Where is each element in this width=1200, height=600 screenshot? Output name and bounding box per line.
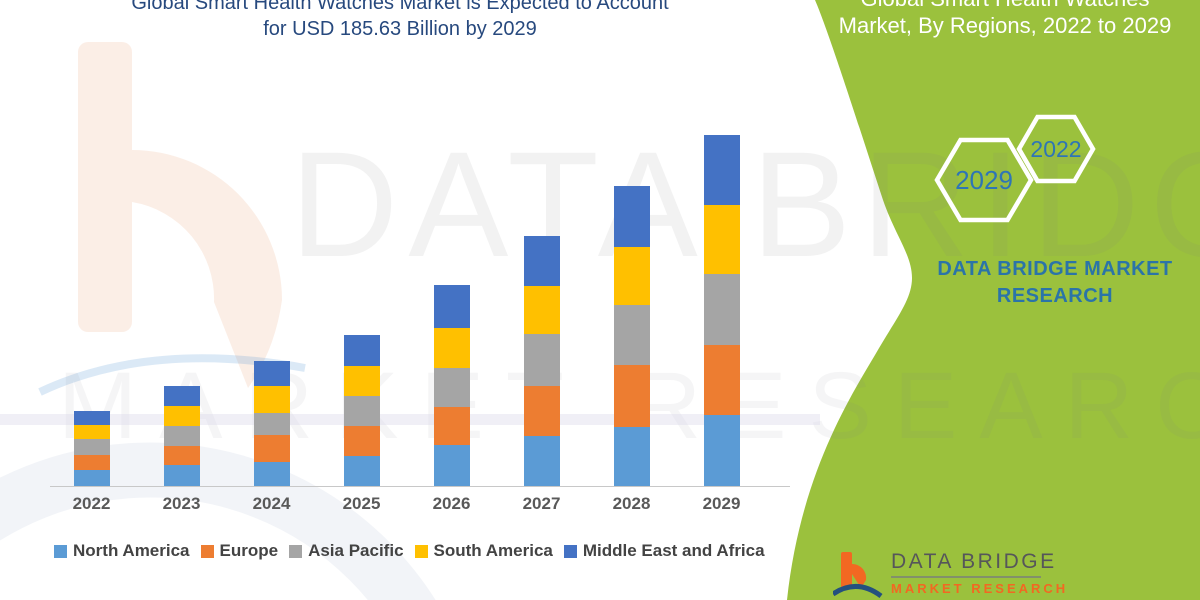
legend-swatch-icon <box>54 544 67 558</box>
legend-item-south-america: South America <box>414 541 553 561</box>
stacked-bar-2026 <box>433 285 470 486</box>
segment-asia-pacific <box>163 426 200 447</box>
legend-swatch-icon <box>200 544 214 558</box>
segment-middle-east-and-africa <box>433 285 470 328</box>
footer-logo-text: DATA BRIDGE MARKET RESEARCH <box>891 550 1068 596</box>
stacked-bar-2029 <box>703 134 740 486</box>
segment-middle-east-and-africa <box>343 334 380 367</box>
stacked-bar-2027 <box>523 235 560 486</box>
segment-south-america <box>163 406 200 427</box>
chart-title: Global Smart Health Watches Market is Ex… <box>0 0 800 42</box>
footer-logo-name: DATA BRIDGE <box>891 550 1057 573</box>
watermark-band <box>0 414 820 425</box>
segment-south-america <box>253 386 290 413</box>
segment-europe <box>163 446 200 466</box>
stacked-bar-2028 <box>613 186 650 486</box>
segment-europe <box>253 435 290 462</box>
x-axis-label-2027: 2027 <box>522 494 561 513</box>
segment-asia-pacific <box>253 412 290 436</box>
chart-title-line2: for USD 185.63 Billion by 2029 <box>263 18 537 40</box>
segment-south-america <box>433 327 470 368</box>
segment-middle-east-and-africa <box>523 235 560 287</box>
x-axis-label-2028: 2028 <box>612 494 651 513</box>
segment-north-america <box>703 414 740 486</box>
footer-logo: DATA BRIDGE MARKET RESEARCH <box>833 550 1068 600</box>
legend-item-north-america: North America <box>54 541 190 561</box>
segment-middle-east-and-africa <box>613 186 650 247</box>
segment-north-america <box>343 455 380 486</box>
segment-middle-east-and-africa <box>163 386 200 406</box>
segment-middle-east-and-africa <box>703 134 740 205</box>
segment-asia-pacific <box>73 438 110 455</box>
legend-label: Europe <box>219 541 279 560</box>
x-axis-label-2022: 2022 <box>72 494 111 513</box>
legend-swatch-icon <box>563 544 577 558</box>
segment-europe <box>523 386 560 437</box>
segment-asia-pacific <box>343 395 380 426</box>
segment-north-america <box>523 436 560 486</box>
segment-north-america <box>73 469 110 486</box>
segment-asia-pacific <box>703 273 740 345</box>
segment-middle-east-and-africa <box>73 410 110 425</box>
panel-heading: Global Smart Health Watches Market, By R… <box>810 0 1200 39</box>
segment-south-america <box>703 204 740 274</box>
x-axis-label-2023: 2023 <box>162 494 201 513</box>
stacked-bar-2025 <box>343 334 380 486</box>
panel-brand-line1: DATA BRIDGE MARKET <box>937 258 1173 280</box>
segment-south-america <box>523 286 560 335</box>
data-bridge-logo-icon <box>833 552 883 599</box>
stacked-bar-2023 <box>163 386 200 486</box>
segment-europe <box>703 344 740 415</box>
panel-heading-line2: Market, By Regions, 2022 to 2029 <box>838 13 1172 38</box>
plot-area: 2022 2023 2024 2025 2026 2027 2028 2029 <box>72 134 741 513</box>
legend-label: Middle East and Africa <box>582 541 765 560</box>
segment-europe <box>343 425 380 456</box>
panel-brand-text: DATA BRIDGE MARKET RESEARCH <box>900 256 1200 310</box>
x-axis-label-2026: 2026 <box>432 494 471 513</box>
hexagon-2022-label: 2022 <box>1030 136 1081 162</box>
hexagon-2029-label: 2029 <box>955 165 1013 195</box>
legend-item-europe: Europe <box>200 541 279 561</box>
segment-south-america <box>343 366 380 396</box>
segment-south-america <box>73 424 110 439</box>
legend-label: Asia Pacific <box>308 541 404 560</box>
segment-asia-pacific <box>613 305 650 365</box>
legend-item-middle-east-and-africa: Middle East and Africa <box>563 541 765 561</box>
x-axis-label-2024: 2024 <box>252 494 291 513</box>
footer-logo-rule <box>891 576 1041 578</box>
legend-swatch-icon <box>289 544 303 558</box>
segment-asia-pacific <box>433 367 470 407</box>
segment-europe <box>73 454 110 470</box>
stacked-bar-2022 <box>73 410 110 486</box>
segment-europe <box>613 364 650 427</box>
legend-item-asia-pacific: Asia Pacific <box>289 541 404 561</box>
panel-brand-line2: RESEARCH <box>996 285 1114 307</box>
segment-north-america <box>253 461 290 486</box>
legend-swatch-icon <box>414 544 428 558</box>
segment-south-america <box>613 246 650 305</box>
chart-title-line1: Global Smart Health Watches Market is Ex… <box>131 0 669 14</box>
x-axis-label-2029: 2029 <box>702 494 741 513</box>
segment-north-america <box>433 445 470 486</box>
year-hexagons: 2029 2022 <box>934 114 1096 223</box>
segment-north-america <box>163 465 200 486</box>
panel-heading-line1: Global Smart Health Watches <box>810 0 1200 12</box>
stacked-bar-2024 <box>253 361 290 486</box>
x-axis-line <box>50 486 790 487</box>
chart-legend: North America Europe Asia Pacific South Ame… <box>54 541 765 561</box>
segment-europe <box>433 406 470 446</box>
legend-label: North America <box>73 541 190 560</box>
x-axis-label-2025: 2025 <box>342 494 381 513</box>
segment-north-america <box>613 426 650 486</box>
segment-middle-east-and-africa <box>253 361 290 387</box>
segment-asia-pacific <box>523 334 560 387</box>
footer-logo-subtext: MARKET RESEARCH <box>891 581 1069 596</box>
legend-label: South America <box>433 541 553 560</box>
